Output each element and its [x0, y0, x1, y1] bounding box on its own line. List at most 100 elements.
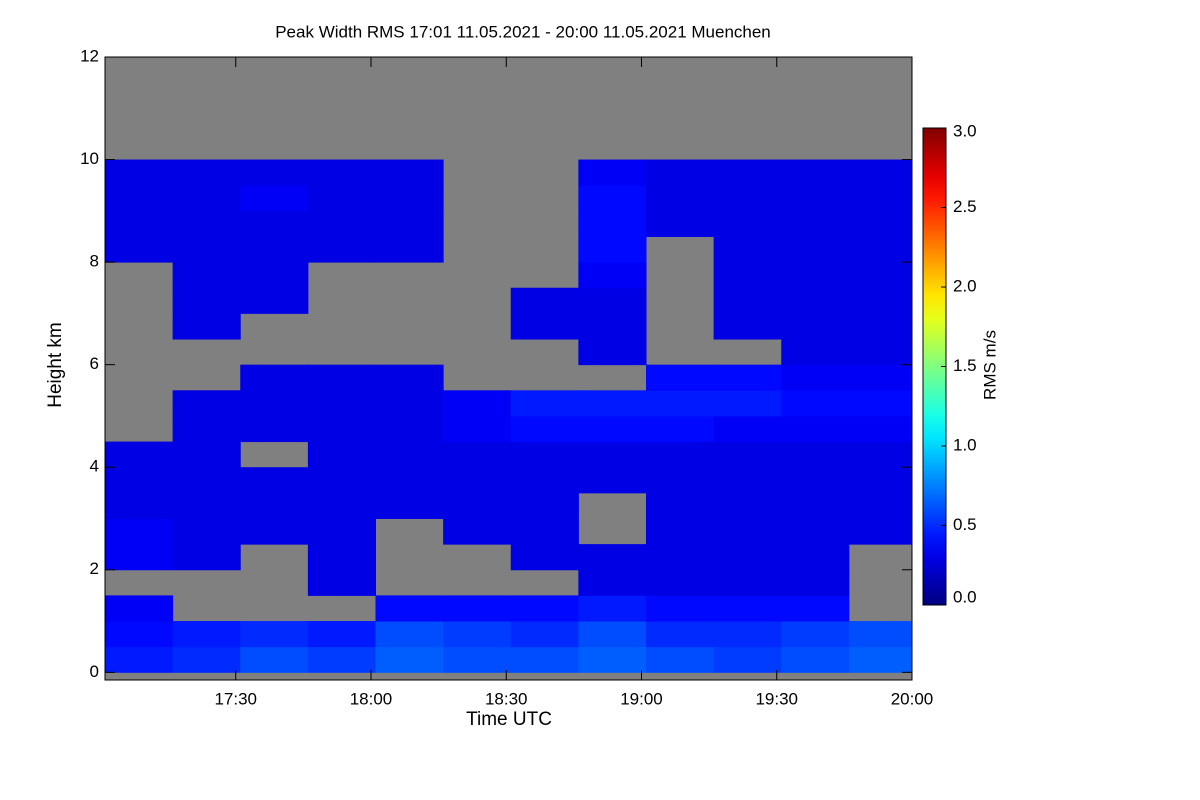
heat-cell [848, 210, 913, 237]
heat-cell [375, 415, 444, 443]
x-tick-label: 17:30 [214, 689, 257, 708]
heat-cell [307, 185, 377, 212]
heat-cell [646, 646, 715, 673]
heat-cell [375, 467, 444, 494]
heat-cell [713, 544, 782, 571]
x-tick-label: 18:00 [350, 689, 393, 708]
heat-cell [848, 467, 913, 494]
heat-cell [713, 415, 782, 443]
heat-cell [713, 621, 782, 648]
heat-cell [172, 621, 241, 648]
heat-cell [848, 287, 913, 314]
heat-cell [848, 621, 913, 648]
heat-cell [781, 492, 850, 519]
heat-cell [172, 287, 241, 314]
heat-cell [781, 595, 850, 622]
heat-cell [510, 595, 579, 622]
heat-cell [510, 313, 579, 340]
heat-cell [105, 185, 174, 212]
heat-cell [578, 467, 647, 494]
heat-cell [713, 262, 782, 289]
heat-cell [781, 210, 850, 237]
heat-cell [172, 313, 241, 340]
heat-cell [105, 236, 174, 263]
heat-cell [172, 467, 241, 494]
x-tick-label: 20:00 [891, 689, 934, 708]
heat-cell [578, 441, 647, 468]
heat-cell [510, 646, 579, 673]
y-tick-label: 2 [90, 559, 99, 578]
heat-cell [713, 236, 782, 263]
x-tick-label: 18:30 [485, 689, 528, 708]
heat-cell [240, 415, 309, 443]
heat-cell [105, 492, 174, 519]
heat-cell [240, 390, 309, 417]
heat-cell [848, 262, 913, 289]
heat-cell [781, 313, 850, 340]
heat-cell [510, 492, 579, 519]
heat-cell [105, 210, 174, 237]
heat-cell [443, 467, 512, 494]
heat-cell [105, 518, 174, 545]
heat-cell [375, 185, 444, 212]
heat-cell [713, 646, 782, 673]
heat-cell [578, 159, 647, 186]
heat-cell [781, 518, 850, 545]
heat-cell [646, 159, 715, 186]
heat-cell [713, 518, 782, 545]
heat-cell [713, 210, 782, 237]
heat-cell [443, 646, 512, 673]
heat-cell [172, 159, 241, 186]
heat-cell [375, 210, 444, 237]
y-axis-label: Height km [45, 322, 66, 408]
heat-cell [172, 441, 241, 468]
plot-frame [104, 56, 913, 681]
heat-cell [713, 159, 782, 186]
heat-cell [307, 236, 377, 263]
colorbar-tick-label: 3.0 [953, 121, 977, 140]
heat-cell [105, 595, 174, 622]
heat-cell [240, 492, 309, 519]
heat-cell [240, 364, 309, 391]
heat-cell [240, 518, 309, 545]
heat-cell [307, 646, 377, 673]
heat-cell [781, 339, 850, 366]
heat-cell [105, 159, 174, 186]
heat-cell [848, 364, 913, 391]
heat-cell [646, 544, 715, 571]
heat-cell [713, 390, 782, 417]
heat-cell [781, 467, 850, 494]
heat-cell [713, 185, 782, 212]
heat-cell [848, 313, 913, 340]
heat-cell [848, 390, 913, 417]
heat-cell [307, 390, 377, 417]
heat-cell [375, 364, 444, 391]
heat-cell [848, 415, 913, 443]
heat-cell [578, 339, 647, 366]
heat-cell [307, 467, 377, 494]
heat-cell [713, 595, 782, 622]
heat-cell [172, 236, 241, 263]
colorbar-label: RMS m/s [980, 330, 999, 400]
heat-cell [713, 364, 782, 391]
heat-cell [781, 441, 850, 468]
heat-cell [578, 262, 647, 289]
heat-cell [510, 441, 579, 468]
heat-cell [307, 159, 377, 186]
heat-cell [105, 467, 174, 494]
heat-cell [781, 236, 850, 263]
heat-cell [713, 441, 782, 468]
heat-cell [375, 159, 444, 186]
heat-cell [240, 210, 309, 237]
heat-cell [375, 621, 444, 648]
y-tick-label: 12 [80, 46, 99, 65]
heat-cell [781, 646, 850, 673]
heat-cell [713, 492, 782, 519]
heat-cell [172, 210, 241, 237]
y-tick-label: 6 [90, 354, 99, 373]
heat-cell [578, 390, 647, 417]
heat-cell [375, 492, 444, 519]
heat-cell [240, 621, 309, 648]
heat-cell [781, 185, 850, 212]
